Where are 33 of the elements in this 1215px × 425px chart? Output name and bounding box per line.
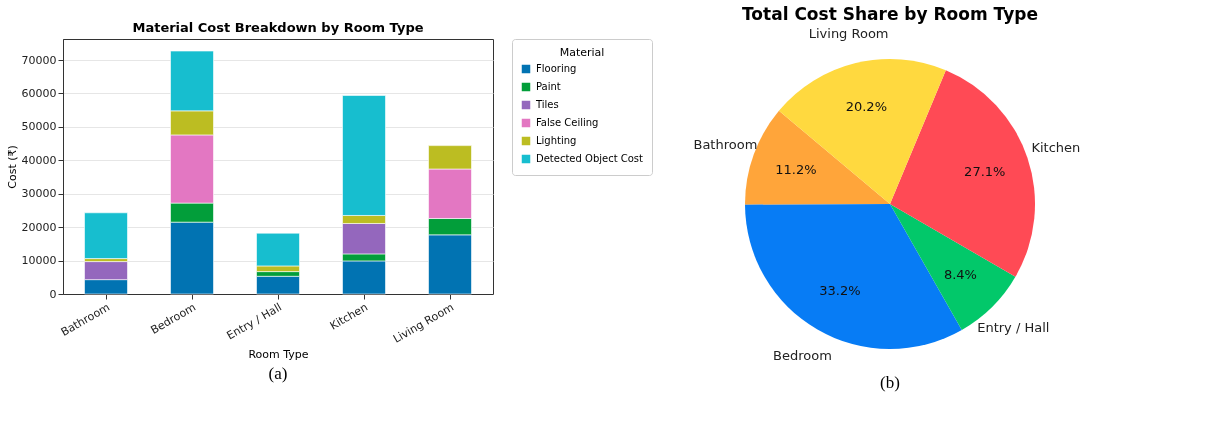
pie-slice [778, 59, 946, 204]
x-axis-title: Room Type [248, 347, 309, 361]
chart-title: Material Cost Breakdown by Room Type [132, 20, 424, 35]
y-tick-label: 60000 [21, 86, 57, 100]
slice-label: Bathroom [693, 136, 758, 152]
y-tick-label: 0 [49, 287, 57, 301]
legend-title: Material [559, 46, 605, 59]
data-label: 8.4% [943, 266, 977, 282]
y-tick-label: 10000 [21, 254, 57, 268]
y-tick-label: 40000 [21, 153, 57, 167]
y-tick-label: 30000 [21, 187, 57, 201]
slice-label: Living Room [808, 25, 889, 41]
y-tick-label: 70000 [21, 53, 57, 67]
slice-label: Kitchen [1031, 140, 1081, 156]
y-tick-label: 20000 [21, 220, 57, 234]
slice-label: Bedroom [773, 347, 832, 363]
data-label: 11.2% [775, 162, 817, 178]
text: (a) [268, 364, 288, 383]
legend-label: Tiles [535, 99, 559, 110]
data-label: 20.2% [845, 98, 888, 114]
chart-title: Total Cost Share by Room Type [742, 3, 1038, 24]
bar [256, 275, 300, 295]
data-label: 27.1% [964, 164, 1006, 180]
legend-label: False Ceiling [536, 117, 599, 128]
legend-label: Detected Object Cost [536, 153, 644, 164]
legend-label: Lighting [536, 135, 577, 146]
legend-label: Flooring [536, 63, 577, 74]
y-tick-label: 50000 [21, 120, 57, 134]
data-label: 33.2% [819, 282, 861, 298]
legend-label: Paint [536, 81, 561, 92]
bar [84, 212, 128, 259]
text: (b) [880, 373, 900, 392]
y-axis-title: Cost (₹) [5, 145, 19, 189]
